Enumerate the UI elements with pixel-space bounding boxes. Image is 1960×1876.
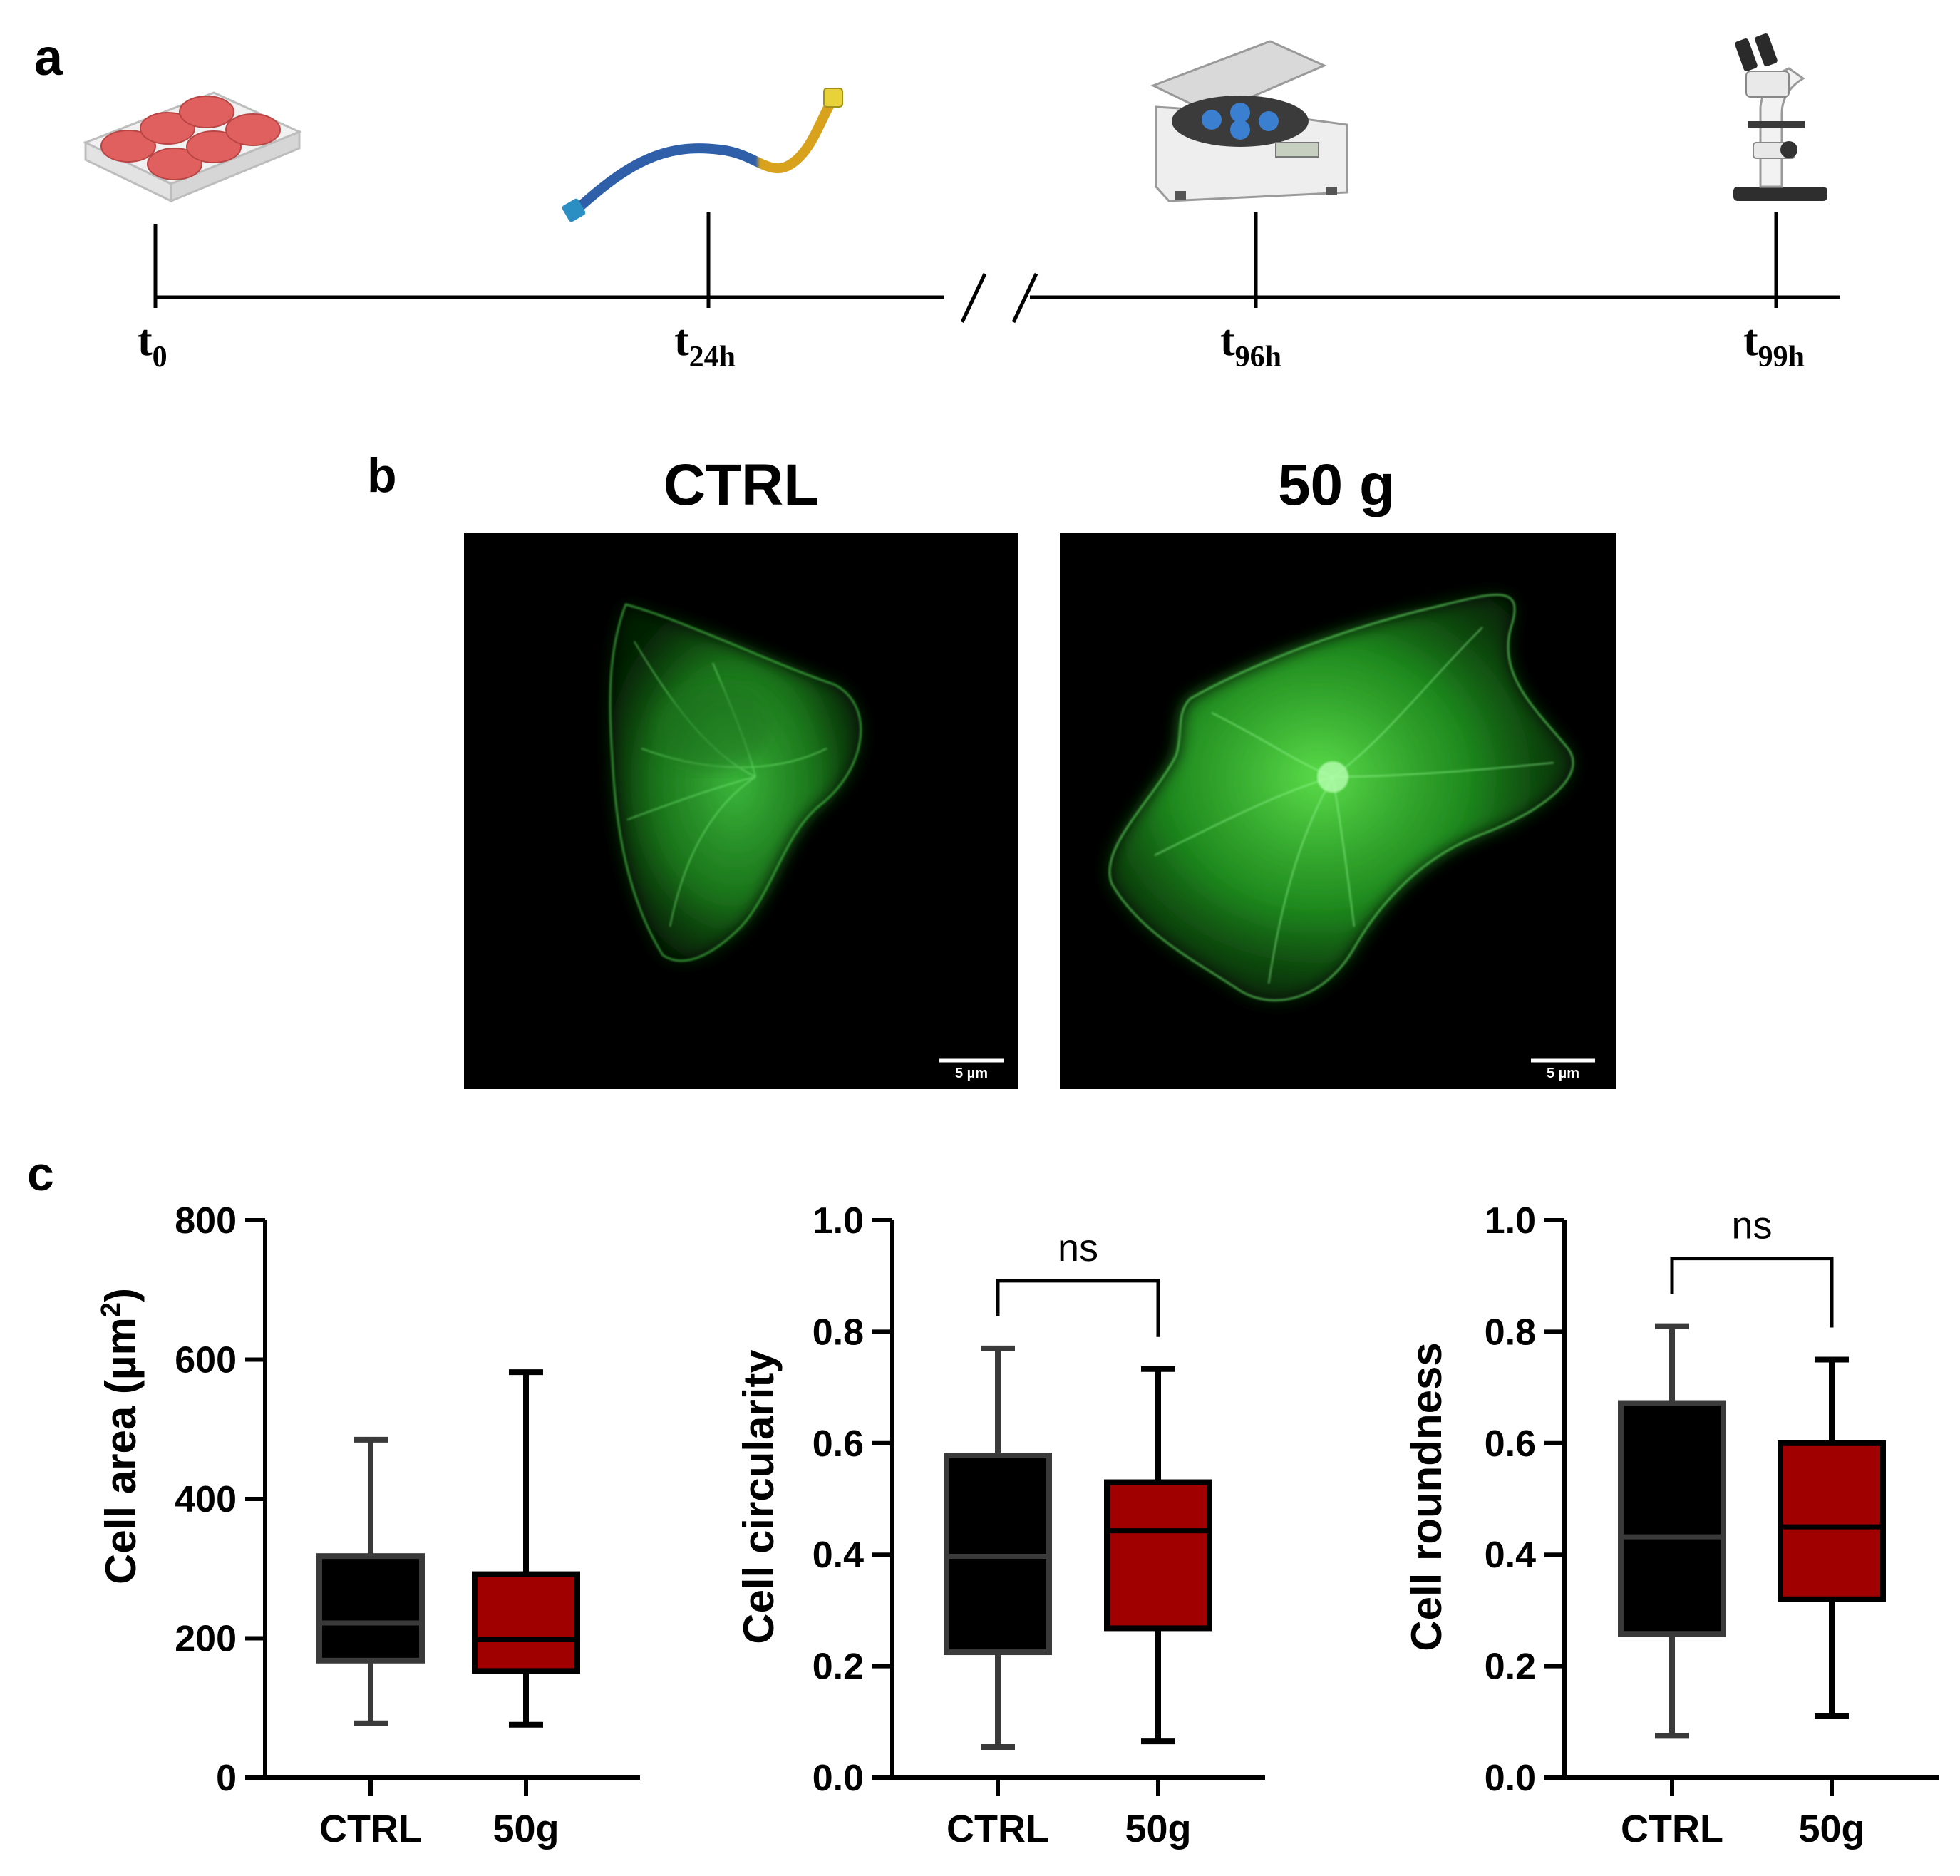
y-tick-label-cell-roundness: 0.6 bbox=[1485, 1423, 1536, 1465]
box-cell-circularity-ctrl bbox=[944, 1345, 1052, 1750]
x-tick-label-cell-area: CTRL bbox=[319, 1808, 422, 1850]
timepoint-label-24h: t24h bbox=[674, 316, 736, 373]
panel-a-letter: a bbox=[34, 29, 63, 86]
y-tick-label-cell-roundness: 1.0 bbox=[1485, 1200, 1536, 1242]
panel-c-letter: c bbox=[27, 1147, 54, 1201]
y-tick-label-cell-roundness: 0.2 bbox=[1485, 1646, 1536, 1688]
significance-bracket-cell-circularity bbox=[996, 1279, 1160, 1337]
tubing-illustration bbox=[562, 88, 843, 222]
chart-cell-circularity: Cell circularity 0.0 0.2 0.4 0.6 0.8 1.0 CTRL 5… bbox=[735, 1200, 1265, 1850]
timepoint-label-0: t0 bbox=[138, 316, 167, 373]
box-cell-roundness-ctrl bbox=[1618, 1323, 1726, 1739]
y-tick-label-cell-circularity: 0.2 bbox=[813, 1646, 864, 1688]
scalebar-label-50g: 5 µm bbox=[1547, 1066, 1579, 1081]
box-cell-roundness-50g bbox=[1778, 1356, 1886, 1719]
box-body bbox=[1104, 1479, 1212, 1632]
significance-bracket-cell-roundness bbox=[1670, 1257, 1834, 1328]
timepoint-label-96h: t96h bbox=[1220, 316, 1281, 373]
x-tick-label-cell-circularity: CTRL bbox=[947, 1808, 1049, 1850]
box-body bbox=[944, 1453, 1052, 1656]
box-body bbox=[316, 1553, 425, 1664]
y-tick-label-cell-circularity: 0.4 bbox=[813, 1535, 864, 1576]
y-tick-label-cell-circularity: 0.0 bbox=[813, 1758, 864, 1799]
image-title-50g: 50 g bbox=[1278, 453, 1395, 517]
chart-cell-roundness-ylabel: Cell roundness bbox=[1403, 1342, 1450, 1651]
chart-cell-circularity-ylabel: Cell circularity bbox=[735, 1349, 783, 1644]
y-tick-label-cell-area: 400 bbox=[175, 1479, 237, 1520]
box-cell-area-ctrl bbox=[316, 1436, 425, 1726]
timepoint-label-99h: t99h bbox=[1743, 316, 1805, 373]
micrograph-50g: 5 µm bbox=[1060, 533, 1616, 1089]
box-body bbox=[1778, 1440, 1886, 1602]
x-tick-label-cell-area: 50g bbox=[492, 1808, 559, 1850]
chart-cell-area: Cell area (µm2) 0 200 400 600 800 CTRL 50g bbox=[96, 1200, 640, 1850]
chart-cell-roundness: Cell roundness 0.0 0.2 0.4 0.6 0.8 1.0 CTRL 50g… bbox=[1403, 1200, 1939, 1850]
culture-plate-illustration bbox=[83, 91, 302, 203]
y-tick-label-cell-area: 200 bbox=[175, 1619, 237, 1660]
image-title-ctrl: CTRL bbox=[664, 453, 820, 517]
y-tick-label-cell-area: 600 bbox=[175, 1340, 237, 1381]
centrifuge-illustration bbox=[1150, 40, 1348, 202]
x-tick-label-cell-roundness: 50g bbox=[1798, 1808, 1864, 1850]
y-tick-label-cell-circularity: 0.8 bbox=[813, 1311, 864, 1353]
box-cell-circularity-50g bbox=[1104, 1366, 1212, 1745]
y-tick-label-cell-circularity: 1.0 bbox=[813, 1200, 864, 1242]
timeline-axis bbox=[153, 212, 1840, 324]
y-tick-label-cell-area: 0 bbox=[216, 1758, 237, 1799]
box-cell-area-50g bbox=[472, 1369, 580, 1728]
box-body bbox=[1618, 1400, 1726, 1637]
significance-label-cell-circularity: ns bbox=[1058, 1227, 1098, 1269]
panel-b-letter: b bbox=[367, 448, 397, 502]
x-tick-label-cell-circularity: 50g bbox=[1125, 1808, 1191, 1850]
y-tick-label-cell-roundness: 0.4 bbox=[1485, 1535, 1536, 1576]
chart-cell-area-ylabel: Cell area (µm2) bbox=[96, 1288, 145, 1584]
box-body bbox=[472, 1571, 580, 1674]
micrograph-ctrl: 5 µm bbox=[464, 533, 1018, 1089]
significance-label-cell-roundness: ns bbox=[1731, 1205, 1772, 1247]
y-tick-label-cell-circularity: 0.6 bbox=[813, 1423, 864, 1465]
y-tick-label-cell-roundness: 0.8 bbox=[1485, 1311, 1536, 1353]
y-tick-label-cell-roundness: 0.0 bbox=[1485, 1758, 1536, 1799]
scalebar-label-ctrl: 5 µm bbox=[955, 1066, 988, 1081]
x-tick-label-cell-roundness: CTRL bbox=[1621, 1808, 1723, 1850]
microscope-illustration bbox=[1733, 34, 1827, 201]
y-tick-label-cell-area: 800 bbox=[175, 1200, 237, 1242]
